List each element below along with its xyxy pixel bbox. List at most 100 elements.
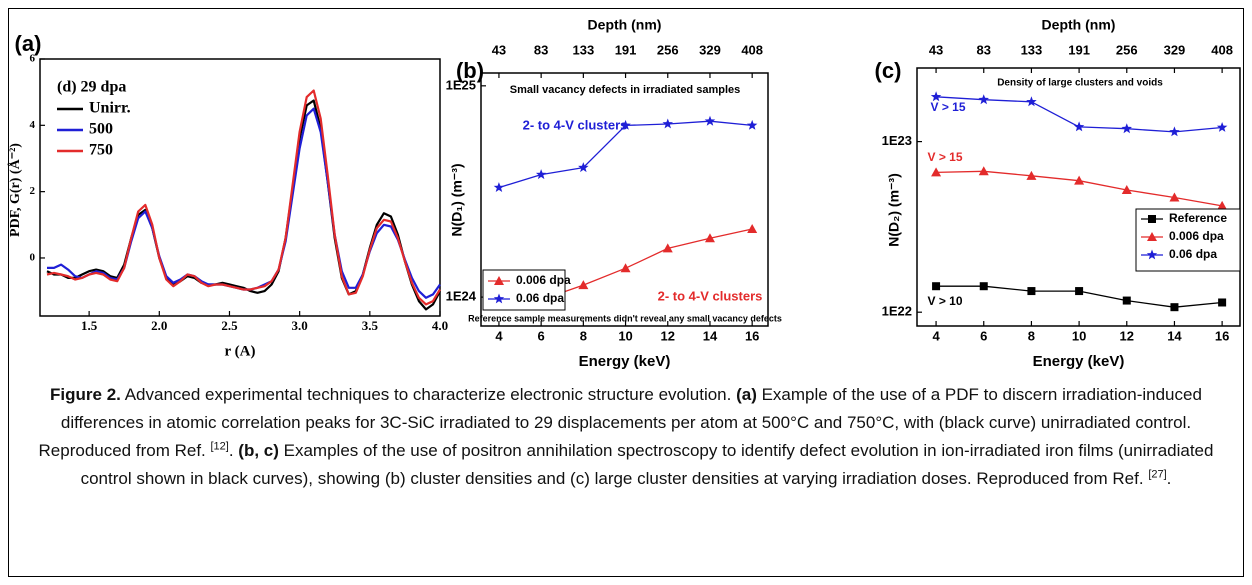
plot-frame [39,58,441,317]
x2-tick-label: 256 [657,42,679,57]
data-point [1169,192,1180,202]
x-tick-label: 3.0 [292,318,308,333]
caption-run: Example of the use of a PDF to discern i… [38,385,1202,460]
legend-marker [1148,215,1156,223]
caption-run: Examples of the use of positron annihila… [80,441,1214,488]
data-point [704,115,716,126]
y-axis-label: PDF, G(r) (Å⁻²) [7,143,23,237]
x2-tick-label: 83 [534,42,548,57]
data-point [535,169,547,180]
y-axis-label: N(D₂) (m⁻³) [886,173,902,246]
x-tick-label: 2.5 [221,318,238,333]
panel-label: (a) [15,31,42,56]
data-point [1217,200,1228,210]
y-tick-label: 1E25 [446,77,476,92]
caption: Figure 2. Advanced experimental techniqu… [22,381,1230,493]
y-tick-label: 2 [30,185,36,197]
data-point [747,224,758,234]
data-point [746,119,758,130]
caption-run: Figure 2. [50,385,121,404]
y-tick-label: 0 [30,251,36,263]
x-tick-label: 14 [1167,328,1182,343]
x-tick-label: 8 [1028,328,1035,343]
data-point [931,167,942,177]
y-axis-label: N(D₁) (m⁻³) [449,163,465,236]
legend-label: 0.006 dpa [1169,229,1224,243]
x2-tick-label: 133 [572,42,594,57]
y-tick-label: 4 [30,119,36,131]
legend-marker [1146,249,1158,260]
caption-run: Advanced experimental techniques to char… [120,385,737,404]
legend-title: (d) 29 dpa [57,79,126,96]
annotation: V > 15 [930,100,965,114]
x-axis-label: r (A) [225,343,256,359]
x-tick-label: 16 [745,328,759,343]
figure: (a) 1.5 2.0 2.5 3.0 3.5 4.0 0 2 4 6 r (A) PDF, G(r) … [7,17,1241,370]
y-tick-label: 1E23 [882,133,912,148]
data-point [1170,303,1179,312]
annotation: Density of large clusters and voids [997,78,1163,89]
x-tick-label: 4 [932,328,940,343]
data-point [1073,121,1085,132]
x-tick-label: 10 [1072,328,1086,343]
legend-label: 0.06 dpa [516,291,564,305]
annotation: Reference sample measurements didn't rev… [468,313,782,323]
x2-tick-label: 191 [615,42,637,57]
x2-axis-label: Depth (nm) [1042,17,1116,33]
y-tick-label: 1E22 [882,304,912,319]
x2-tick-label: 408 [741,42,763,57]
data-point [1075,287,1084,296]
annotation: Small vacancy defects in irradiated samp… [510,84,741,96]
data-point [1122,296,1131,305]
caption-run: [27] [1148,468,1167,481]
annotation: 2- to 4-V clusters [658,288,763,303]
data-point [704,233,715,243]
data-point [1027,287,1036,296]
panel-label: (c) [875,58,902,83]
x-tick-label: 12 [1120,328,1134,343]
x2-tick-label: 133 [1021,42,1043,57]
x-tick-label: 3.5 [362,318,379,333]
x2-axis-label: Depth (nm) [588,17,662,33]
x-tick-label: 6 [538,328,545,343]
legend-label: Unirr. [89,100,131,117]
x2-tick-label: 256 [1116,42,1138,57]
y-tick-label: 1E24 [446,289,477,304]
x-tick-label: 8 [580,328,587,343]
data-point [1216,122,1228,132]
data-point [620,119,631,130]
y-tick-label: 6 [30,53,36,65]
x2-tick-label: 191 [1068,42,1090,57]
data-point [1218,298,1227,307]
x-tick-label: 16 [1215,328,1229,343]
legend-label: 500 [89,121,113,138]
x-tick-label: 10 [618,328,632,343]
data-point [620,263,631,273]
x-tick-label: 12 [661,328,675,343]
series-line [46,89,441,306]
x2-tick-label: 43 [929,42,943,57]
annotation: V > 15 [927,150,962,164]
annotation: V > 10 [927,294,962,308]
data-point [930,91,942,102]
data-point [662,118,673,129]
data-point [978,94,989,105]
data-point [1074,175,1085,185]
data-point [1026,170,1037,180]
x-tick-label: 2.0 [151,318,167,333]
figure-frame [8,8,1244,577]
data-point [979,282,988,291]
legend-marker [1147,232,1157,241]
annotation: 2- to 4-V clusters [523,117,628,132]
legend-marker [494,276,504,285]
data-point [978,166,989,176]
legend-label: 0.006 dpa [516,273,571,287]
x2-tick-label: 83 [977,42,991,57]
data-point [932,282,941,291]
data-point [1121,123,1132,134]
x-tick-label: 4 [495,328,503,343]
x-tick-label: 6 [980,328,987,343]
x-tick-label: 4.0 [432,318,448,333]
data-point [578,280,589,290]
